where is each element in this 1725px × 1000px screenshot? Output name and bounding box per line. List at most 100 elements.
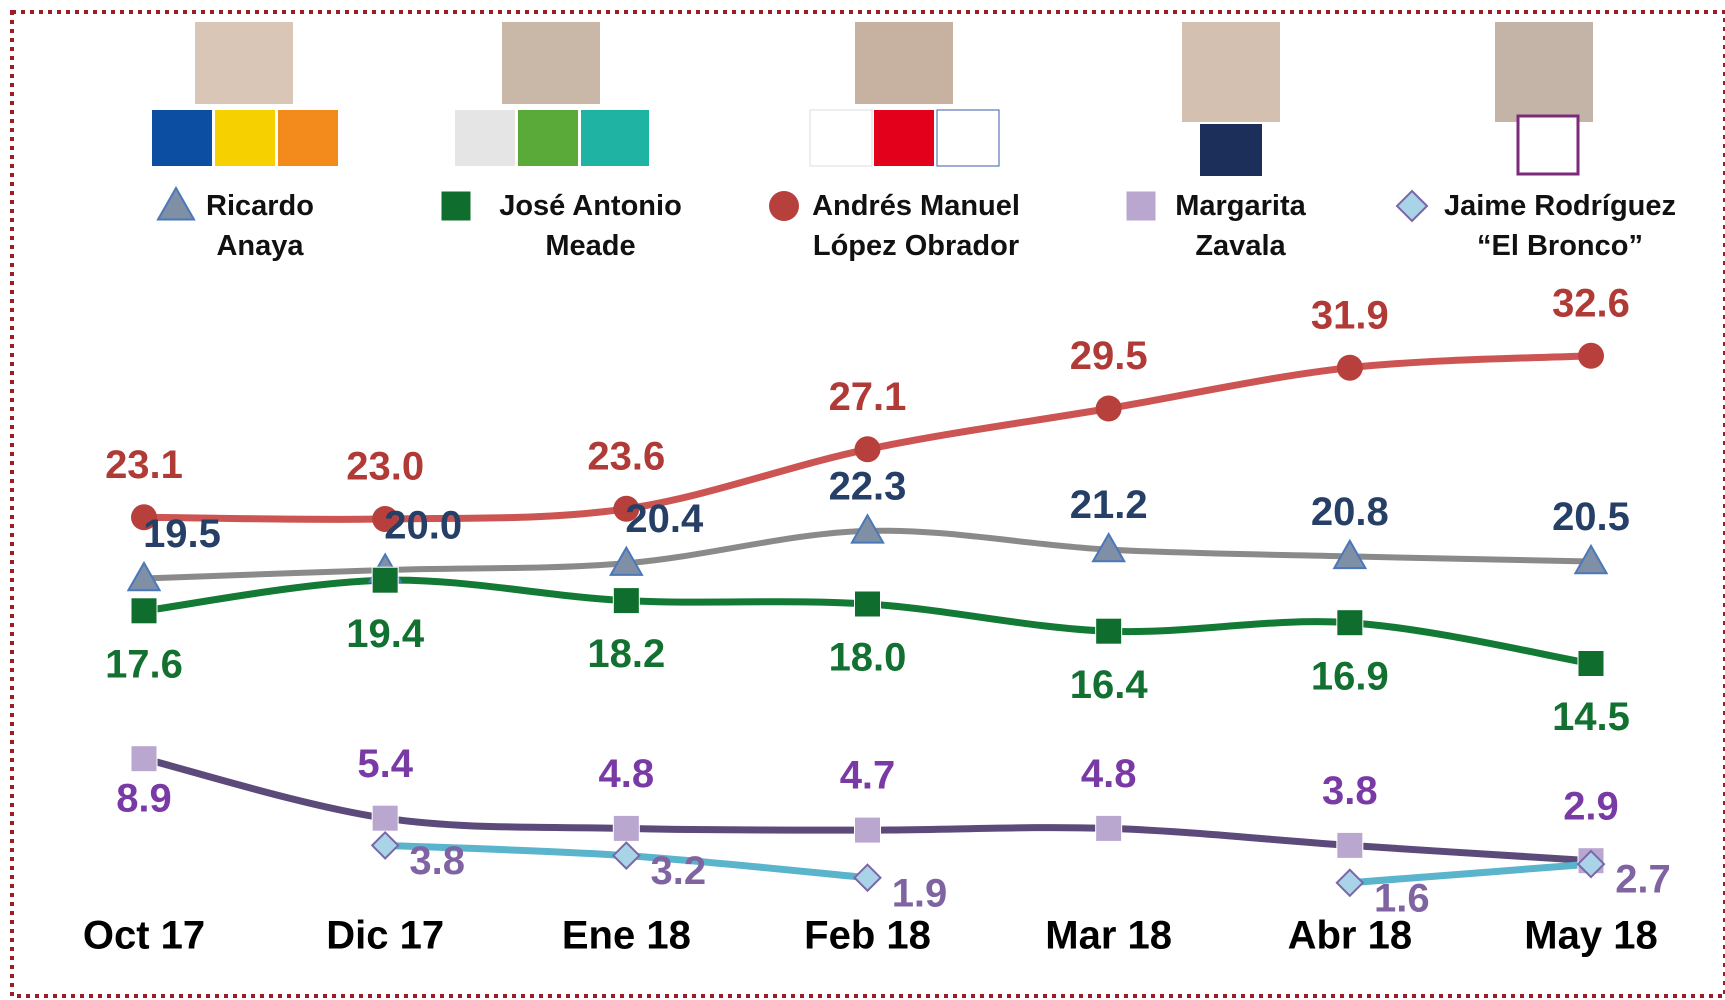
value-label: 22.3 bbox=[829, 464, 907, 508]
logo bbox=[809, 109, 873, 167]
logo bbox=[518, 110, 578, 166]
legend-marker bbox=[440, 190, 472, 222]
value-label: 31.9 bbox=[1311, 293, 1389, 337]
marker bbox=[1335, 868, 1365, 898]
marker bbox=[126, 560, 162, 592]
legend-label: José Antonio Meade bbox=[499, 190, 682, 262]
marker bbox=[372, 506, 399, 532]
x-tick-label: Mar 18 bbox=[1045, 914, 1172, 958]
photo bbox=[1182, 22, 1280, 122]
frame bbox=[10, 10, 1725, 998]
logo bbox=[215, 110, 275, 166]
photo bbox=[502, 22, 600, 104]
photo bbox=[195, 22, 293, 104]
value-label: 2.9 bbox=[1563, 784, 1619, 828]
marker bbox=[850, 513, 885, 544]
marker bbox=[1573, 543, 1609, 575]
marker bbox=[613, 495, 640, 522]
value-label: 18.0 bbox=[829, 636, 907, 680]
marker bbox=[612, 587, 640, 615]
value-label: 32.6 bbox=[1552, 281, 1630, 325]
value-label: 23.0 bbox=[346, 445, 424, 489]
legend-marker bbox=[156, 185, 196, 221]
series-line bbox=[1349, 860, 1592, 887]
candidate-images bbox=[152, 22, 1593, 176]
marker bbox=[131, 504, 157, 531]
value-label: 20.8 bbox=[1311, 490, 1389, 534]
x-tick-label: Feb 18 bbox=[804, 914, 931, 958]
marker bbox=[609, 545, 644, 576]
value-label: 23.1 bbox=[105, 443, 183, 487]
marker bbox=[130, 597, 158, 625]
value-label: 20.5 bbox=[1552, 495, 1630, 539]
value-label: 16.4 bbox=[1070, 663, 1149, 707]
legend-label: Andrés Manuel López Obrador bbox=[812, 190, 1020, 262]
value-label: 1.6 bbox=[1374, 876, 1430, 920]
legend-label: Ricardo Anaya bbox=[206, 190, 314, 262]
marker bbox=[1578, 342, 1604, 369]
marker bbox=[1332, 538, 1368, 570]
marker bbox=[854, 816, 881, 844]
x-tick-label: May 18 bbox=[1524, 914, 1657, 958]
logo bbox=[874, 110, 934, 166]
marker bbox=[1091, 531, 1126, 563]
marker bbox=[854, 436, 881, 463]
marker bbox=[1336, 354, 1363, 381]
value-label: 14.5 bbox=[1552, 695, 1630, 739]
logo bbox=[581, 110, 649, 166]
value-label: 19.4 bbox=[346, 612, 425, 656]
legend-marker bbox=[1395, 189, 1429, 223]
value-label: 21.2 bbox=[1070, 483, 1148, 527]
logo bbox=[1200, 124, 1262, 176]
logo bbox=[936, 109, 1000, 167]
legend-label: Jaime Rodríguez “El Bronco” bbox=[1443, 190, 1677, 262]
logo bbox=[455, 110, 515, 166]
value-label: 29.5 bbox=[1070, 334, 1148, 378]
logo bbox=[278, 110, 338, 166]
marker bbox=[853, 863, 882, 893]
value-label: 2.7 bbox=[1615, 858, 1671, 902]
value-label: 4.8 bbox=[1081, 752, 1137, 796]
value-label: 23.6 bbox=[587, 434, 665, 478]
value-label: 20.4 bbox=[625, 497, 704, 541]
value-label: 8.9 bbox=[116, 776, 172, 820]
photo bbox=[855, 22, 953, 104]
value-label: 27.1 bbox=[829, 375, 907, 419]
value-label: 17.6 bbox=[105, 642, 183, 686]
logo bbox=[152, 110, 212, 166]
marker bbox=[612, 814, 640, 842]
x-tick-label: Oct 17 bbox=[83, 914, 205, 958]
x-tick-label: Abr 18 bbox=[1288, 914, 1413, 958]
value-label: 3.8 bbox=[1322, 769, 1378, 813]
marker bbox=[1095, 395, 1122, 422]
value-label: 16.9 bbox=[1311, 654, 1389, 698]
marker bbox=[854, 590, 881, 618]
photo bbox=[1495, 22, 1593, 122]
value-label: 3.8 bbox=[409, 839, 465, 883]
marker bbox=[371, 804, 399, 832]
value-label: 20.0 bbox=[384, 504, 462, 548]
x-tick-label: Dic 17 bbox=[326, 914, 444, 958]
x-tick-label: Ene 18 bbox=[562, 914, 691, 958]
value-label: 19.5 bbox=[143, 512, 221, 556]
value-label: 1.9 bbox=[892, 871, 948, 915]
marker bbox=[1336, 609, 1364, 637]
value-label: 4.7 bbox=[840, 754, 896, 798]
marker bbox=[1576, 849, 1606, 879]
value-label: 4.8 bbox=[599, 752, 655, 796]
legend-marker bbox=[1125, 190, 1157, 222]
marker bbox=[1577, 650, 1605, 677]
marker bbox=[130, 745, 158, 773]
marker bbox=[611, 841, 641, 871]
value-label: 18.2 bbox=[587, 632, 665, 676]
legend-marker bbox=[769, 191, 799, 221]
marker bbox=[370, 830, 400, 860]
marker bbox=[371, 566, 399, 594]
value-label: 3.2 bbox=[651, 849, 707, 893]
value-label: 5.4 bbox=[357, 742, 413, 786]
marker bbox=[1095, 814, 1123, 842]
marker bbox=[1336, 831, 1364, 859]
logo bbox=[1516, 114, 1580, 176]
